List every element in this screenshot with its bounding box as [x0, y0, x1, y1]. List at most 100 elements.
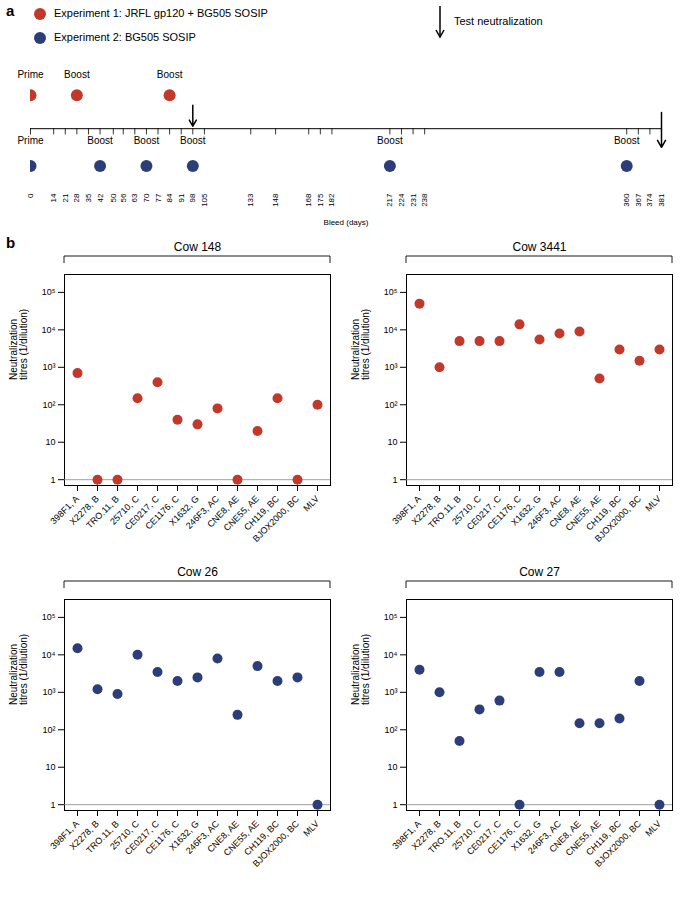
svg-text:10: 10: [45, 437, 55, 447]
svg-text:CE1176, C: CE1176, C: [485, 493, 523, 532]
svg-text:CH119, BC: CH119, BC: [584, 493, 623, 533]
svg-text:70: 70: [142, 193, 151, 202]
svg-text:Prime: Prime: [17, 69, 44, 80]
svg-text:91: 91: [177, 193, 186, 202]
svg-text:Neutralizationtitres (1/diluti: Neutralizationtitres (1/dilution): [350, 309, 371, 380]
svg-text:10²: 10²: [384, 400, 397, 410]
svg-text:10⁵: 10⁵: [384, 287, 398, 297]
svg-text:10³: 10³: [42, 687, 55, 697]
svg-text:CH119, BC: CH119, BC: [242, 493, 281, 533]
svg-text:84: 84: [165, 193, 174, 202]
svg-text:238: 238: [420, 193, 429, 207]
svg-text:63: 63: [130, 193, 139, 202]
svg-text:35: 35: [84, 193, 93, 202]
svg-text:BJOX2000, BC: BJOX2000, BC: [251, 818, 302, 869]
svg-text:Neutralizationtitres (1/diluti: Neutralizationtitres (1/dilution): [8, 634, 29, 705]
svg-text:148: 148: [271, 193, 280, 207]
svg-text:10²: 10²: [42, 725, 55, 735]
svg-text:1: 1: [392, 800, 397, 810]
svg-text:10: 10: [387, 762, 397, 772]
svg-text:10²: 10²: [42, 400, 55, 410]
svg-text:CH119, BC: CH119, BC: [242, 818, 281, 858]
svg-text:Experiment 1: JRFL gp120 + BG5: Experiment 1: JRFL gp120 + BG505 SOSIP: [54, 7, 268, 19]
svg-text:Cow 3441: Cow 3441: [512, 240, 566, 254]
svg-text:Neutralizationtitres (1/diluti: Neutralizationtitres (1/dilution): [8, 309, 29, 380]
svg-text:CNE55, AE: CNE55, AE: [221, 818, 261, 858]
svg-text:Experiment 2: BG505 SOSIP: Experiment 2: BG505 SOSIP: [54, 31, 196, 43]
svg-text:10⁵: 10⁵: [42, 287, 56, 297]
svg-text:Boost: Boost: [377, 135, 403, 146]
svg-text:BJOX2000, BC: BJOX2000, BC: [593, 818, 644, 869]
svg-text:360: 360: [622, 193, 631, 207]
svg-text:CE1176, C: CE1176, C: [143, 493, 181, 532]
svg-text:Boost: Boost: [87, 135, 113, 146]
svg-text:Boost: Boost: [157, 69, 183, 80]
svg-text:0: 0: [26, 193, 35, 198]
svg-text:105: 105: [200, 193, 209, 207]
svg-text:56: 56: [119, 193, 128, 202]
svg-text:Boost: Boost: [180, 135, 206, 146]
svg-text:Prime: Prime: [17, 135, 44, 146]
svg-text:182: 182: [327, 193, 336, 207]
svg-text:21: 21: [61, 193, 70, 202]
svg-text:CNE55, AE: CNE55, AE: [563, 818, 603, 858]
svg-text:367: 367: [634, 193, 643, 207]
svg-text:10⁴: 10⁴: [384, 325, 398, 335]
svg-text:CE1176, C: CE1176, C: [143, 818, 181, 857]
svg-text:Boost: Boost: [134, 135, 160, 146]
svg-text:14: 14: [49, 193, 58, 202]
svg-text:CH119, BC: CH119, BC: [584, 818, 623, 858]
svg-text:231: 231: [409, 193, 418, 207]
svg-text:98: 98: [188, 193, 197, 202]
svg-text:374: 374: [645, 193, 654, 207]
svg-text:MLV: MLV: [301, 494, 321, 514]
svg-text:10³: 10³: [42, 362, 55, 372]
svg-text:MLV: MLV: [301, 819, 321, 839]
svg-text:BJOX2000, BC: BJOX2000, BC: [251, 493, 302, 544]
svg-text:77: 77: [154, 193, 163, 202]
svg-text:10: 10: [45, 762, 55, 772]
svg-text:217: 217: [385, 193, 394, 207]
svg-text:10³: 10³: [384, 362, 397, 372]
svg-text:1: 1: [392, 475, 397, 485]
svg-text:224: 224: [397, 193, 406, 207]
svg-text:133: 133: [246, 193, 255, 207]
svg-text:Boost: Boost: [64, 69, 90, 80]
svg-text:246F3, AC: 246F3, AC: [183, 818, 221, 856]
svg-text:10⁴: 10⁴: [384, 650, 398, 660]
svg-text:CE0217, C: CE0217, C: [464, 818, 503, 857]
svg-text:Cow 27: Cow 27: [519, 565, 560, 579]
svg-text:Neutralizationtitres (1/diluti: Neutralizationtitres (1/dilution): [350, 634, 371, 705]
svg-text:1: 1: [50, 475, 55, 485]
svg-text:28: 28: [72, 193, 81, 202]
svg-text:Bleed (days): Bleed (days): [324, 218, 369, 227]
svg-text:Boost: Boost: [614, 135, 640, 146]
svg-text:246F3, AC: 246F3, AC: [183, 493, 221, 531]
svg-text:CNE55, AE: CNE55, AE: [221, 493, 261, 533]
svg-text:175: 175: [316, 193, 325, 207]
svg-text:246F3, AC: 246F3, AC: [525, 493, 563, 531]
svg-text:CE0217, C: CE0217, C: [122, 818, 161, 857]
svg-text:10²: 10²: [384, 725, 397, 735]
svg-text:10⁴: 10⁴: [42, 650, 56, 660]
svg-text:168: 168: [304, 193, 313, 207]
svg-text:Cow 148: Cow 148: [174, 240, 222, 254]
svg-text:CE0217, C: CE0217, C: [464, 493, 503, 532]
svg-text:381: 381: [657, 193, 666, 207]
svg-text:10⁵: 10⁵: [42, 612, 56, 622]
svg-text:MLV: MLV: [643, 494, 663, 514]
svg-text:Test neutralization: Test neutralization: [454, 15, 543, 27]
svg-text:CE1176, C: CE1176, C: [485, 818, 523, 857]
svg-text:50: 50: [109, 193, 118, 202]
svg-text:10: 10: [387, 437, 397, 447]
svg-text:BJOX2000, BC: BJOX2000, BC: [593, 493, 644, 544]
svg-text:CE0217, C: CE0217, C: [122, 493, 161, 532]
svg-text:MLV: MLV: [643, 819, 663, 839]
svg-text:10⁴: 10⁴: [42, 325, 56, 335]
svg-text:1: 1: [50, 800, 55, 810]
svg-text:42: 42: [96, 193, 105, 202]
svg-text:Cow 26: Cow 26: [177, 565, 218, 579]
svg-text:10⁵: 10⁵: [384, 612, 398, 622]
svg-text:10³: 10³: [384, 687, 397, 697]
svg-text:CNE55, AE: CNE55, AE: [563, 493, 603, 533]
